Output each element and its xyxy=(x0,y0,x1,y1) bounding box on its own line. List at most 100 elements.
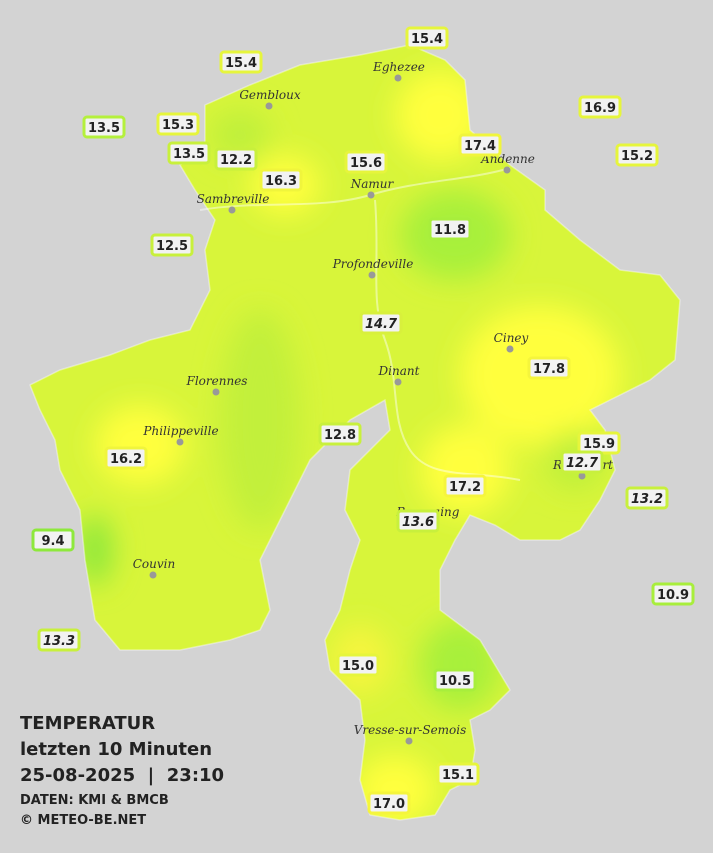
station-box xyxy=(527,356,571,380)
station-value: 13.2 xyxy=(631,492,663,507)
station-box xyxy=(219,50,263,74)
station-value: 17.8 xyxy=(533,362,565,377)
station-value: 12.5 xyxy=(156,239,188,254)
station: 10.5 xyxy=(433,668,477,692)
city-label: Couvin xyxy=(133,557,175,571)
station-value: 15.6 xyxy=(350,156,382,171)
city-dot xyxy=(149,571,157,579)
station: 11.8 xyxy=(428,217,472,241)
station-box xyxy=(578,95,622,119)
station-box xyxy=(214,147,258,171)
station-box xyxy=(615,143,659,167)
station: 12.7 xyxy=(560,450,604,474)
station-box xyxy=(167,141,211,165)
station-box xyxy=(37,628,81,652)
city-label: Eghezee xyxy=(372,60,425,74)
station-value: 12.2 xyxy=(220,153,252,168)
station-value: 17.2 xyxy=(449,480,481,495)
station-box xyxy=(560,450,604,474)
station-value: 15.9 xyxy=(583,437,615,452)
station: 13.3 xyxy=(37,628,81,652)
station-value: 15.4 xyxy=(411,32,443,47)
station-box xyxy=(82,115,126,139)
station-box xyxy=(367,791,411,815)
city-dot xyxy=(394,74,402,82)
station-value: 16.3 xyxy=(265,174,297,189)
station: 12.5 xyxy=(150,233,194,257)
city-dot xyxy=(367,191,375,199)
city-label: Florennes xyxy=(186,374,248,388)
station-value: 12.8 xyxy=(324,428,356,443)
city-label: Sambreville xyxy=(197,192,270,206)
station: 15.3 xyxy=(156,112,200,136)
station: 15.9 xyxy=(577,431,621,455)
station-value: 10.9 xyxy=(657,588,689,603)
city-label: Vresse-sur-Semois xyxy=(354,723,467,737)
city-label: Profondeville xyxy=(332,257,414,271)
station-value: 11.8 xyxy=(434,223,466,238)
title: 25-08-2025 | 23:10 xyxy=(20,765,224,786)
station-value: 15.1 xyxy=(442,768,474,783)
station: 12.2 xyxy=(214,147,258,171)
station-value: 15.3 xyxy=(162,118,194,133)
station: 14.7 xyxy=(359,311,403,335)
station-value: 14.7 xyxy=(365,317,398,332)
city-dot xyxy=(503,166,511,174)
station-value: 15.4 xyxy=(225,56,257,71)
city-dot xyxy=(176,438,184,446)
copyright: © METEO-BE.NET xyxy=(20,813,146,828)
station: 15.2 xyxy=(615,143,659,167)
station-box xyxy=(651,582,695,606)
station-box xyxy=(104,446,148,470)
station-value: 10.5 xyxy=(439,674,471,689)
city-dot xyxy=(212,388,220,396)
station-value: 17.0 xyxy=(373,797,405,812)
station: 17.8 xyxy=(527,356,571,380)
station-value: 13.3 xyxy=(43,634,75,649)
station-box xyxy=(396,509,440,533)
station: 9.4 xyxy=(31,528,75,552)
station: 17.0 xyxy=(367,791,411,815)
station-box xyxy=(436,762,480,786)
station-value: 15.0 xyxy=(342,659,374,674)
city-dot xyxy=(578,472,586,480)
city-label: Ciney xyxy=(494,331,529,345)
city-dot xyxy=(394,378,402,386)
station: 16.3 xyxy=(259,168,303,192)
station-value: 17.4 xyxy=(464,139,496,154)
station: 15.0 xyxy=(336,653,380,677)
station: 13.2 xyxy=(625,486,669,510)
station: 13.6 xyxy=(396,509,440,533)
city-dot xyxy=(405,737,413,745)
station: 17.4 xyxy=(458,133,502,157)
station-value: 16.2 xyxy=(110,452,142,467)
city-dot xyxy=(265,102,273,110)
station-value: 13.6 xyxy=(402,515,434,530)
station: 12.8 xyxy=(318,422,362,446)
station: 15.6 xyxy=(344,150,388,174)
station-box xyxy=(433,668,477,692)
city-dot xyxy=(506,345,514,353)
station-box xyxy=(156,112,200,136)
station-value: 13.5 xyxy=(88,121,120,136)
station-box xyxy=(150,233,194,257)
station-box xyxy=(428,217,472,241)
station-box xyxy=(625,486,669,510)
city-label: Dinant xyxy=(378,364,420,378)
station-box xyxy=(31,528,75,552)
title: TEMPERATUR xyxy=(20,713,155,734)
station: 13.5 xyxy=(82,115,126,139)
station: 15.1 xyxy=(436,762,480,786)
city-label: Philippeville xyxy=(142,424,218,438)
station-value: 13.5 xyxy=(173,147,205,162)
station-box xyxy=(443,474,487,498)
station: 17.2 xyxy=(443,474,487,498)
station: 10.9 xyxy=(651,582,695,606)
city-label: Namur xyxy=(350,177,395,191)
station-value: 12.7 xyxy=(566,456,599,471)
station: 16.9 xyxy=(578,95,622,119)
city-dot xyxy=(228,206,236,214)
station: 13.5 xyxy=(167,141,211,165)
city-dot xyxy=(368,271,376,279)
